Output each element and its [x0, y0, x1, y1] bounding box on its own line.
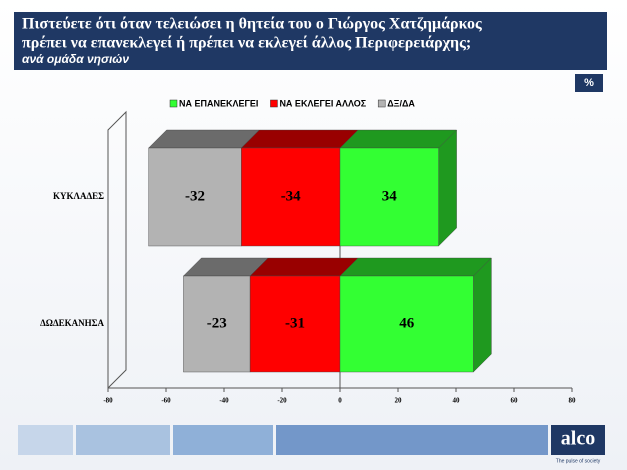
tagline: The pulse of society: [556, 458, 601, 464]
footer-strip: [76, 425, 170, 455]
bar-top: [339, 129, 458, 149]
x-tick-label: 80: [569, 397, 577, 405]
legend-label: ΝΑ ΕΠΑΝΕΚΛΕΓΕΙ: [179, 98, 258, 108]
value-label: -32: [185, 188, 205, 204]
x-tick-label: -40: [219, 397, 229, 405]
logo: alco: [561, 428, 595, 450]
bar: [339, 275, 474, 373]
bar-side: [438, 129, 457, 247]
chart-title: Πιστεύετε ότι όταν τελειώσει η θητεία το…: [22, 16, 482, 33]
legend-label: ΔΞ/ΔΑ: [387, 98, 415, 108]
bar-side: [473, 257, 492, 373]
y-tick-label: ΚΥΚΛΑΔΕΣ: [53, 191, 104, 201]
left-wall: [107, 110, 127, 390]
bar: [241, 147, 341, 247]
legend-label: ΝΑ ΕΚΛΕΓΕΙ ΑΛΛΟΣ: [279, 98, 366, 108]
value-label: -23: [207, 315, 227, 331]
chart-title: πρέπει να επανεκλεγεί ή πρέπει να εκλεγε…: [22, 35, 471, 52]
value-label: 34: [382, 188, 398, 204]
value-label: 46: [399, 315, 415, 331]
y-tick-label: ΔΩΔΕΚΑΝΗΣΑ: [40, 318, 104, 328]
bar-top: [240, 129, 359, 149]
legend-swatch: [377, 99, 386, 108]
bar: [249, 275, 341, 373]
unit-badge-text: %: [584, 77, 594, 89]
bar: [148, 147, 242, 247]
legend-swatch: [169, 99, 178, 108]
x-tick-label: 20: [395, 397, 403, 405]
chart-subtitle: ανά ομάδα νησιών: [22, 52, 129, 66]
bar-top: [148, 129, 260, 149]
value-label: -34: [281, 188, 301, 204]
unit-badge: [575, 74, 603, 92]
bar: [339, 147, 439, 247]
logo-box: [551, 425, 605, 455]
x-tick-label: -60: [161, 397, 171, 405]
x-tick-label: 0: [338, 397, 342, 405]
bar-top: [249, 257, 359, 277]
x-tick-label: 60: [511, 397, 519, 405]
x-tick-label: -20: [277, 397, 287, 405]
title-box: [14, 12, 607, 70]
value-label: -31: [285, 315, 305, 331]
legend-swatch: [270, 99, 278, 108]
x-tick-label: -80: [103, 397, 113, 405]
x-tick-label: 40: [453, 397, 461, 405]
footer-strip: [276, 425, 548, 455]
footer-strip: [18, 425, 73, 455]
footer-strip: [173, 425, 273, 455]
bar-top: [339, 257, 492, 277]
